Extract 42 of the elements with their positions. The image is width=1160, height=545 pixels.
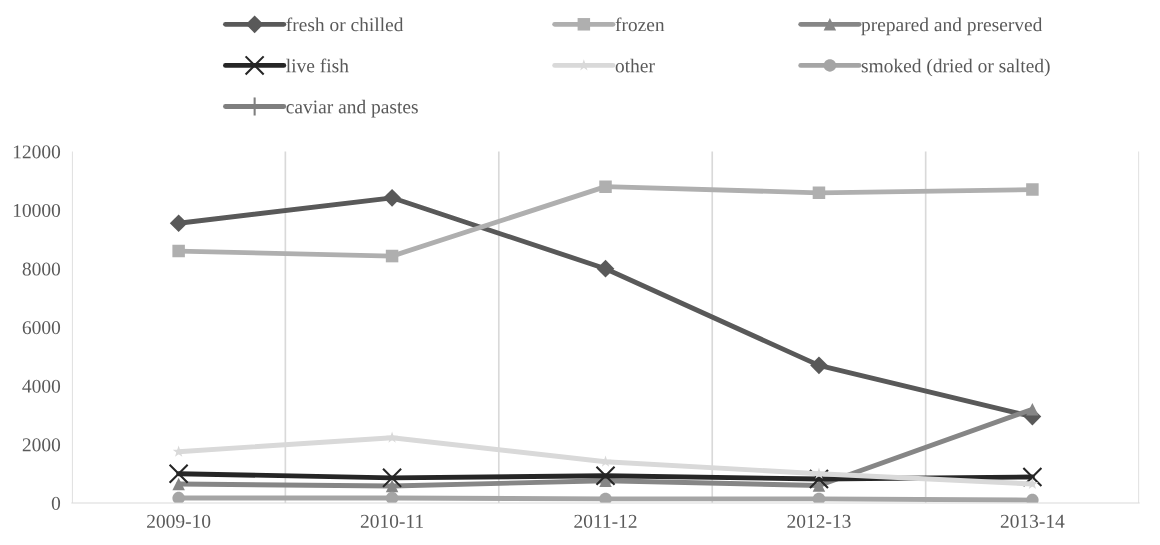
point xyxy=(385,249,399,263)
y-tick-label: 6000 xyxy=(22,321,61,335)
legend-label: smoked (dried or salted) xyxy=(861,58,1050,77)
point xyxy=(812,492,826,504)
point xyxy=(599,180,612,193)
point xyxy=(1026,403,1039,416)
y-tick-label: 10000 xyxy=(13,203,61,218)
point xyxy=(172,244,185,258)
y-tick-label: 0 xyxy=(51,496,61,510)
point xyxy=(1026,183,1039,196)
point xyxy=(172,477,185,491)
point xyxy=(595,465,616,486)
legend-label: live fish xyxy=(286,58,349,73)
point xyxy=(168,463,189,484)
point xyxy=(810,356,828,375)
x-tick-label: 2013-14 xyxy=(1000,514,1065,528)
point xyxy=(599,492,612,504)
point xyxy=(169,214,188,233)
legend-label: fresh or chilled xyxy=(286,17,404,32)
y-tick-label: 4000 xyxy=(22,379,61,393)
legend-label: frozen xyxy=(615,17,665,32)
legend-label: prepared and preserved xyxy=(861,17,1043,36)
point xyxy=(383,188,401,207)
point xyxy=(812,479,826,492)
point xyxy=(808,468,830,490)
y-tick-label: 12000 xyxy=(13,145,61,159)
point xyxy=(1026,493,1039,504)
point xyxy=(812,186,826,200)
x-tick-label: 2010-11 xyxy=(360,514,423,528)
point xyxy=(172,491,185,504)
legend-label: other xyxy=(615,58,655,73)
point xyxy=(382,467,403,488)
x-tick-label: 2012-13 xyxy=(787,514,851,528)
x-tick-label: 2011-12 xyxy=(574,514,637,528)
y-tick-label: 2000 xyxy=(22,438,61,452)
y-tick-label: 8000 xyxy=(22,262,61,276)
point xyxy=(385,479,399,493)
point xyxy=(596,259,615,278)
point xyxy=(1022,466,1043,488)
point xyxy=(385,491,399,504)
x-tick-label: 2009-10 xyxy=(147,514,211,528)
legend-label: caviar and pastes xyxy=(286,99,418,118)
